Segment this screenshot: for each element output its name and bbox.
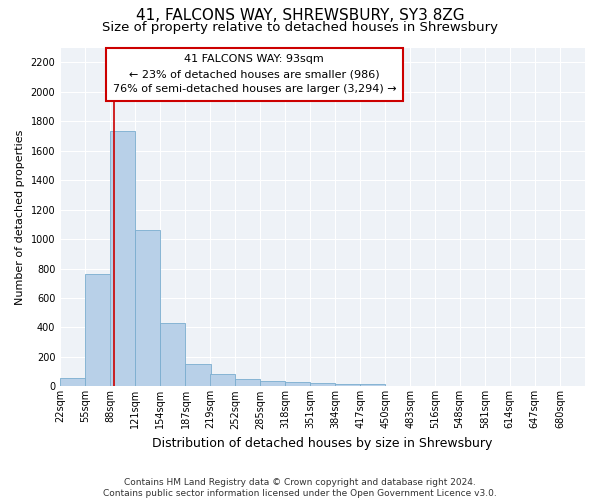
Bar xyxy=(235,379,260,386)
X-axis label: Distribution of detached houses by size in Shrewsbury: Distribution of detached houses by size … xyxy=(152,437,493,450)
Bar xyxy=(210,374,235,386)
Bar xyxy=(285,382,310,386)
Bar xyxy=(360,384,385,386)
Text: 41, FALCONS WAY, SHREWSBURY, SY3 8ZG: 41, FALCONS WAY, SHREWSBURY, SY3 8ZG xyxy=(136,8,464,22)
Bar xyxy=(335,384,360,386)
Bar xyxy=(136,230,160,386)
Bar xyxy=(110,132,136,386)
Bar xyxy=(260,381,285,386)
Text: 41 FALCONS WAY: 93sqm
← 23% of detached houses are smaller (986)
76% of semi-det: 41 FALCONS WAY: 93sqm ← 23% of detached … xyxy=(113,54,396,94)
Bar xyxy=(185,364,211,386)
Y-axis label: Number of detached properties: Number of detached properties xyxy=(15,130,25,304)
Bar xyxy=(85,274,110,386)
Text: Contains HM Land Registry data © Crown copyright and database right 2024.
Contai: Contains HM Land Registry data © Crown c… xyxy=(103,478,497,498)
Text: Size of property relative to detached houses in Shrewsbury: Size of property relative to detached ho… xyxy=(102,21,498,34)
Bar xyxy=(160,323,185,386)
Bar xyxy=(60,378,85,386)
Bar xyxy=(310,384,335,386)
